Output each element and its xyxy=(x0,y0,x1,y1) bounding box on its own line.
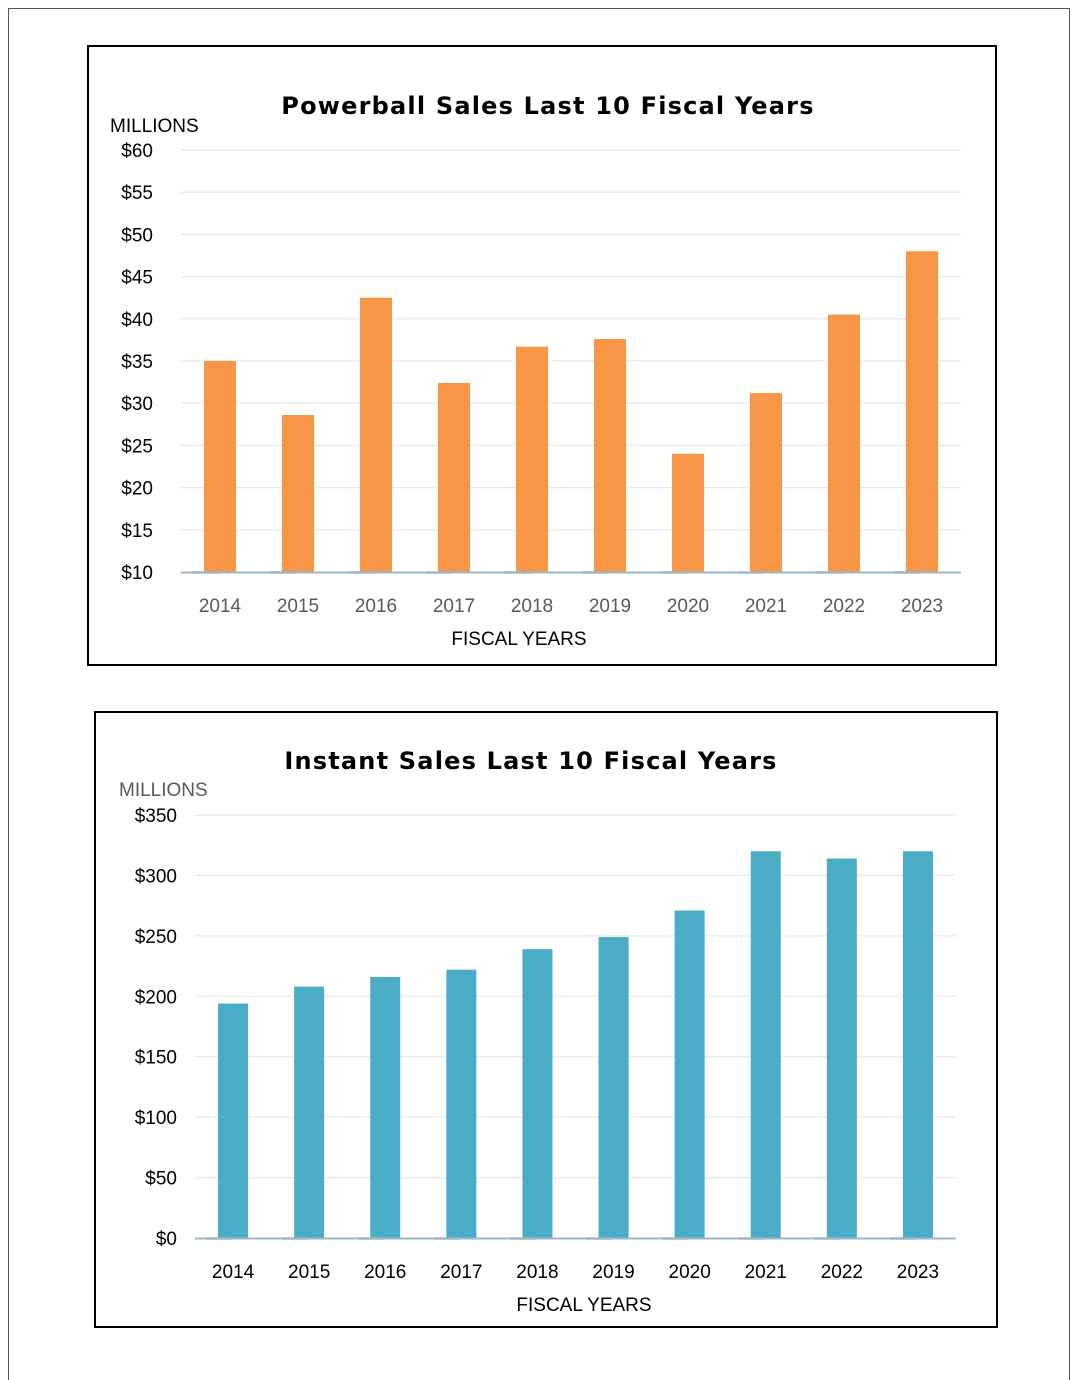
x-tick-label: 2015 xyxy=(277,596,319,617)
y-tick-label: $60 xyxy=(121,141,153,162)
instant-chart-svg: Instant Sales Last 10 Fiscal Years MILLI… xyxy=(119,747,956,1316)
y-tick-label: $35 xyxy=(121,352,153,373)
x-axis-ticks: 2014 2015 2016 2017 2018 2019 2020 2021 2022 2023 xyxy=(199,596,943,617)
bar xyxy=(906,251,938,572)
bar xyxy=(370,976,401,1238)
x-tick-label: 2019 xyxy=(589,596,631,617)
y-axis-unit-label: MILLIONS xyxy=(110,116,199,137)
powerball-chart-svg: Powerball Sales Last 10 Fiscal Years MIL… xyxy=(110,92,961,650)
bar xyxy=(438,382,470,572)
bar xyxy=(522,949,553,1238)
chart-title: Instant Sales Last 10 Fiscal Years xyxy=(284,747,777,775)
bar xyxy=(594,339,626,572)
bars xyxy=(181,251,961,574)
y-tick-label: $150 xyxy=(135,1048,177,1069)
y-tick-label: $55 xyxy=(121,183,153,204)
bar xyxy=(294,986,325,1238)
x-tick-label: 2014 xyxy=(212,1262,255,1283)
instant-sales-chart: Instant Sales Last 10 Fiscal Years MILLI… xyxy=(94,711,998,1328)
page-frame xyxy=(8,8,1070,1380)
bars xyxy=(195,851,956,1240)
x-tick-label: 2016 xyxy=(355,596,397,617)
y-tick-label: $20 xyxy=(121,479,153,500)
y-axis-ticks: $0 $50 $100 $150 $200 $250 $300 $350 xyxy=(135,806,177,1250)
x-tick-label: 2022 xyxy=(823,596,865,617)
y-tick-label: $350 xyxy=(135,806,177,827)
bar xyxy=(672,453,704,572)
x-tick-label: 2017 xyxy=(440,1262,482,1283)
y-tick-label: $0 xyxy=(156,1229,177,1250)
bar xyxy=(360,297,392,572)
x-tick-label: 2016 xyxy=(364,1262,406,1283)
bar xyxy=(674,910,705,1238)
x-tick-label: 2022 xyxy=(821,1262,863,1283)
x-tick-label: 2018 xyxy=(511,596,553,617)
bar xyxy=(902,851,933,1238)
x-tick-label: 2020 xyxy=(669,1262,711,1283)
bar xyxy=(218,1003,249,1238)
y-tick-label: $50 xyxy=(121,225,153,246)
bar xyxy=(826,858,857,1238)
x-tick-label: 2019 xyxy=(592,1262,634,1283)
x-tick-label: 2021 xyxy=(745,596,787,617)
x-tick-label: 2014 xyxy=(199,596,242,617)
x-axis-ticks: 2014 2015 2016 2017 2018 2019 2020 2021 2022 2023 xyxy=(212,1262,939,1283)
y-tick-label: $25 xyxy=(121,436,153,457)
x-axis-label: FISCAL YEARS xyxy=(451,629,586,650)
bar xyxy=(598,937,629,1238)
bar xyxy=(282,415,314,572)
x-tick-label: 2017 xyxy=(433,596,475,617)
y-tick-label: $250 xyxy=(135,927,177,948)
y-tick-label: $30 xyxy=(121,394,153,415)
chart-title: Powerball Sales Last 10 Fiscal Years xyxy=(281,92,814,120)
x-axis-label: FISCAL YEARS xyxy=(516,1295,651,1316)
x-tick-label: 2015 xyxy=(288,1262,330,1283)
bar xyxy=(750,393,782,572)
y-tick-label: $10 xyxy=(121,563,153,584)
bar xyxy=(750,851,781,1238)
bar xyxy=(516,346,548,572)
y-axis-ticks: $10 $15 $20 $25 $30 $35 $40 $45 $50 $55 $60 xyxy=(121,141,153,584)
bar xyxy=(446,969,477,1238)
x-tick-label: 2018 xyxy=(516,1262,558,1283)
y-tick-label: $45 xyxy=(121,268,153,289)
x-tick-label: 2020 xyxy=(667,596,709,617)
y-tick-label: $40 xyxy=(121,310,153,331)
x-tick-label: 2021 xyxy=(745,1262,787,1283)
y-tick-label: $50 xyxy=(145,1169,177,1190)
powerball-sales-chart: Powerball Sales Last 10 Fiscal Years MIL… xyxy=(87,45,997,666)
y-tick-label: $300 xyxy=(135,866,177,887)
y-tick-label: $200 xyxy=(135,987,177,1008)
x-tick-label: 2023 xyxy=(897,1262,939,1283)
y-axis-unit-label: MILLIONS xyxy=(119,780,208,801)
bar xyxy=(828,314,860,572)
bar xyxy=(204,361,236,572)
x-tick-label: 2023 xyxy=(901,596,943,617)
y-tick-label: $100 xyxy=(135,1108,177,1129)
y-tick-label: $15 xyxy=(121,521,153,542)
